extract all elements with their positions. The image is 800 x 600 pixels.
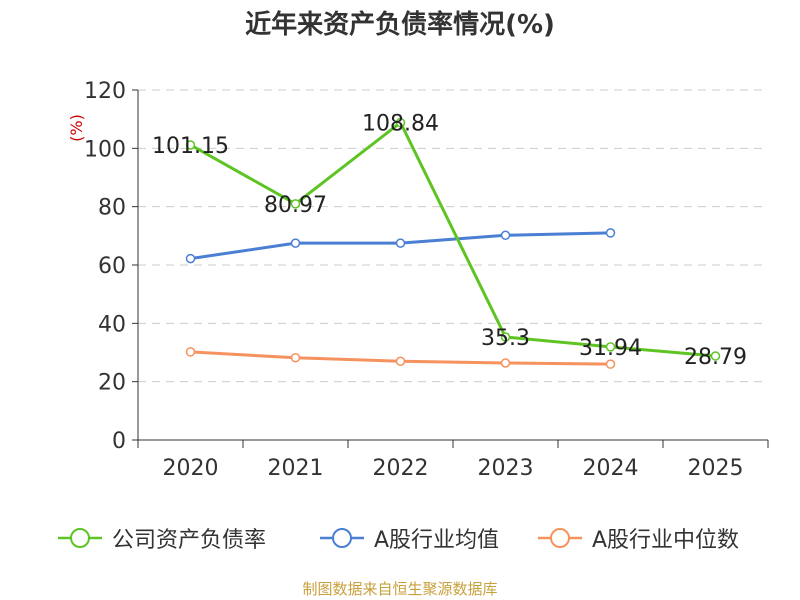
x-tick-label: 2020	[163, 456, 219, 481]
data-point	[185, 253, 196, 264]
y-axis-label: (%)	[67, 114, 86, 142]
x-tick-label: 2023	[478, 456, 534, 481]
data-point	[605, 228, 616, 238]
source-note: 制图数据来自恒生聚源数据库	[302, 580, 498, 598]
y-tick-label: 40	[98, 312, 126, 337]
data-point	[605, 342, 616, 352]
data-point	[710, 351, 721, 361]
data-point	[395, 238, 406, 248]
chart-title: 近年来资产负债率情况(%)	[245, 10, 555, 40]
y-tick-label: 0	[112, 429, 126, 454]
data-label: 31.94	[579, 336, 642, 361]
legend-item[interactable]: A股行业均值	[318, 518, 499, 558]
data-point	[395, 117, 406, 128]
data-label: 28.79	[684, 345, 747, 370]
y-tick-label: 120	[84, 79, 126, 104]
data-point	[395, 356, 406, 366]
legend: 公司资产负债率 A股行业均值 A股行业中位数	[0, 518, 800, 558]
data-label: 80.97	[264, 193, 327, 218]
data-label: 35.3	[481, 326, 530, 351]
data-label: 101.15	[152, 134, 229, 159]
x-tick-label: 2021	[268, 456, 324, 481]
data-point	[500, 230, 511, 240]
data-point	[500, 358, 511, 368]
data-point	[500, 332, 511, 342]
legend-label: A股行业均值	[374, 528, 500, 553]
data-point	[290, 353, 301, 363]
legend-label: A股行业中位数	[592, 528, 740, 553]
series-line-0	[189, 121, 716, 358]
grid-lines	[138, 89, 768, 383]
data-point	[185, 347, 196, 357]
y-tick-label: 80	[98, 196, 126, 221]
data-point	[185, 140, 196, 150]
series-lines	[185, 117, 721, 369]
y-tick-label: 100	[84, 137, 126, 162]
y-tick-label: 20	[98, 371, 126, 396]
data-point	[290, 238, 301, 248]
x-tick-label: 2025	[688, 456, 744, 481]
data-point	[605, 359, 616, 369]
legend-label: 公司资产负债率	[112, 528, 267, 553]
data-label: 108.84	[362, 112, 439, 137]
data-point	[290, 199, 301, 209]
legend-line-circle-icon	[58, 528, 102, 548]
data-labels: 101.15 80.97 108.84 35.3 31.94 28.79	[152, 112, 747, 370]
legend-item[interactable]: 公司资产负债率	[56, 518, 266, 558]
legend-item[interactable]: A股行业中位数	[536, 518, 739, 558]
x-tick-label: 2024	[583, 456, 639, 481]
legend-line-circle-icon	[538, 528, 582, 548]
axes: 0 20 40 60 80 100 120 (%) 2020 2021 2022 2023 2024 20…	[67, 79, 769, 481]
x-tick-label: 2022	[373, 456, 429, 481]
legend-line-circle-icon	[320, 528, 364, 548]
y-tick-label: 60	[98, 254, 126, 279]
